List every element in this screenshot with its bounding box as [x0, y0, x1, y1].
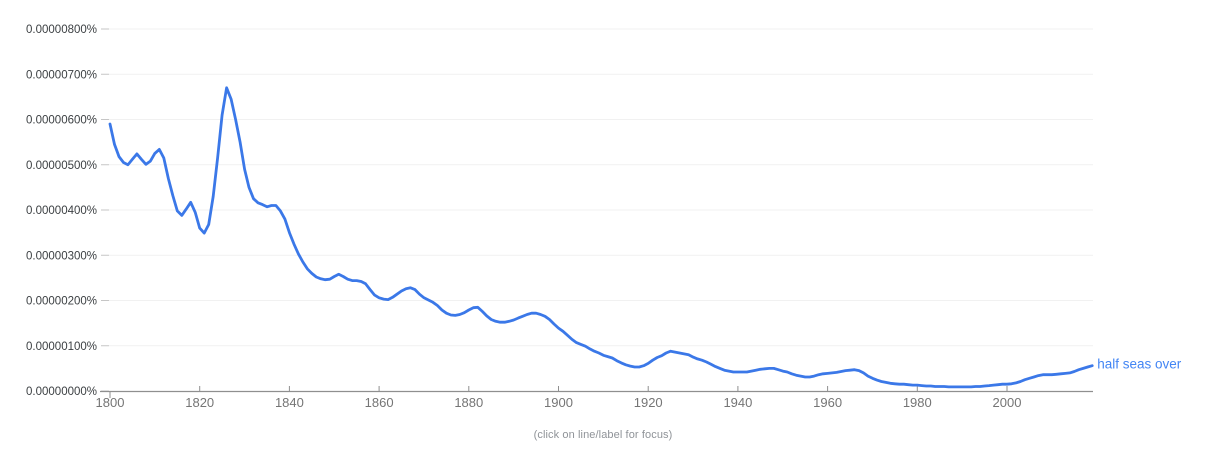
x-axis-label: 1960 [813, 395, 842, 410]
x-axis-label: 1920 [634, 395, 663, 410]
series-label[interactable]: half seas over [1097, 357, 1182, 372]
x-axis-label: 1820 [185, 395, 214, 410]
x-axis-label: 1940 [723, 395, 752, 410]
y-axis-label: 0.00000800% [26, 24, 97, 36]
x-axis-label: 1980 [903, 395, 932, 410]
y-axis-label: 0.00000000% [26, 386, 97, 398]
y-axis-label: 0.00000500% [26, 160, 97, 172]
chart-caption: (click on line/label for focus) [533, 429, 673, 441]
x-axis-label: 1800 [96, 395, 125, 410]
y-axis-label: 0.00000400% [26, 205, 97, 217]
x-axis-label: 1840 [275, 395, 304, 410]
y-axis-label: 0.00000200% [26, 296, 97, 308]
y-axis-label: 0.00000300% [26, 250, 97, 262]
y-axis-label: 0.00000700% [26, 69, 97, 81]
x-axis-label: 1900 [544, 395, 573, 410]
x-axis-label: 2000 [993, 395, 1022, 410]
series-line-half-seas-over[interactable] [108, 86, 1094, 389]
x-axis-label: 1880 [454, 395, 483, 410]
y-axis-label: 0.00000600% [26, 115, 97, 127]
x-axis-label: 1860 [365, 395, 394, 410]
y-axis-label: 0.00000100% [26, 341, 97, 353]
